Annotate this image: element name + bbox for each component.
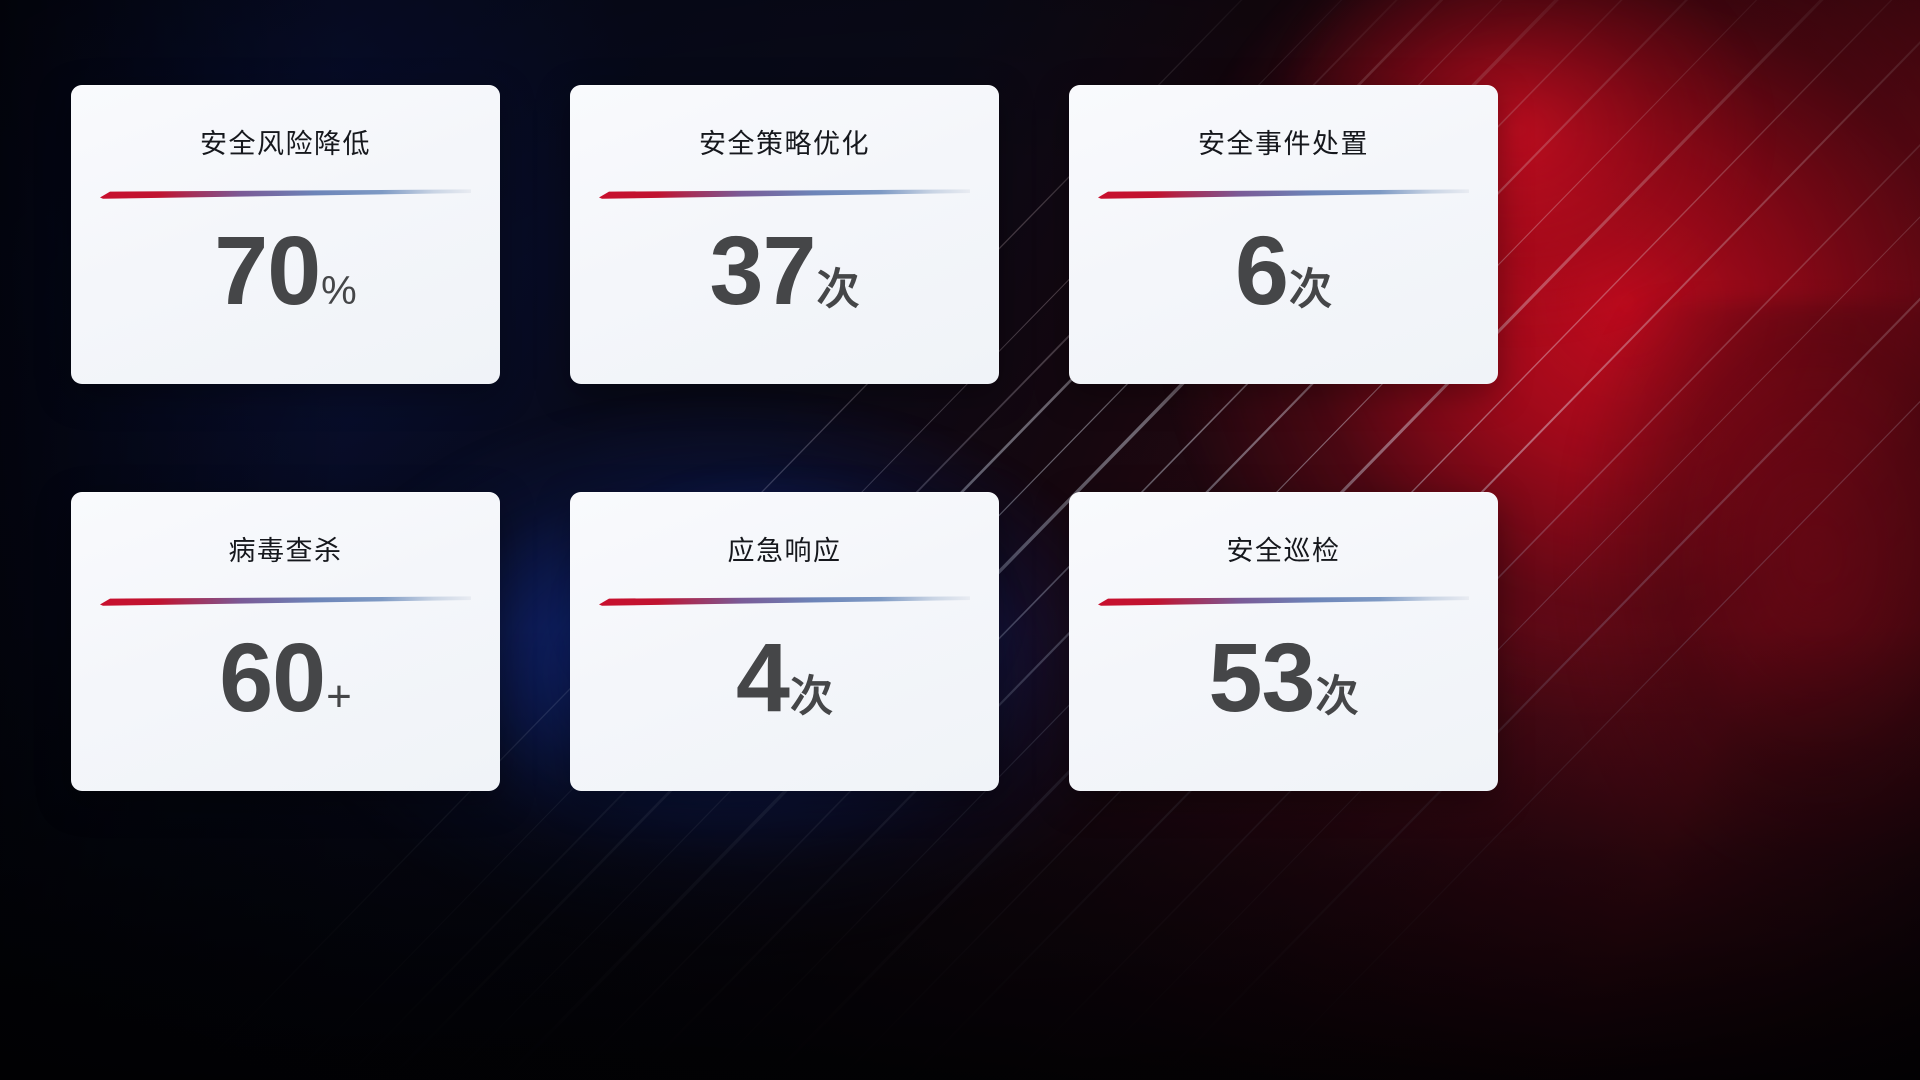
gradient-divider [100, 187, 471, 199]
metric-card-title: 安全巡检 [1226, 536, 1341, 566]
metric-card-grid: 安全风险降低 70% 安全策略优化 37 次安全事件处置 6 次病毒查杀 60 + 应急响应 4 次安… [71, 85, 1498, 792]
metric-card-value: 37 次 [709, 216, 860, 325]
metric-card-title: 安全风险降低 [200, 129, 371, 159]
metric-value-number: 37 [709, 216, 817, 325]
metric-card[interactable]: 安全事件处置 6 次 [1069, 85, 1498, 384]
metric-card-title: 病毒查杀 [228, 536, 343, 566]
gradient-divider [599, 594, 970, 606]
gradient-divider [100, 594, 471, 606]
gradient-divider [1098, 594, 1469, 606]
metric-value-unit: % [321, 269, 357, 313]
metric-card[interactable]: 应急响应 4 次 [570, 492, 999, 791]
metric-value-unit: 次 [789, 673, 833, 721]
metric-card[interactable]: 安全策略优化 37 次 [570, 85, 999, 384]
metric-card-value: 70% [214, 216, 357, 325]
metric-card-value: 53 次 [1208, 623, 1359, 732]
metric-value-number: 6 [1235, 216, 1289, 325]
metric-card[interactable]: 病毒查杀 60 + [71, 492, 500, 791]
metric-value-number: 70 [214, 216, 321, 325]
metric-value-unit: 次 [1315, 673, 1359, 721]
metric-value-number: 60 [219, 623, 326, 732]
gradient-divider [1098, 187, 1469, 199]
gradient-divider [599, 187, 970, 199]
metric-card-title: 应急响应 [727, 536, 842, 566]
metric-value-unit: 次 [1288, 266, 1332, 314]
metric-value-unit: + [326, 672, 352, 721]
metric-card[interactable]: 安全巡检 53 次 [1069, 492, 1498, 791]
metric-value-unit: 次 [816, 266, 860, 314]
metric-card[interactable]: 安全风险降低 70% [71, 85, 500, 384]
metric-card-value: 60 + [219, 623, 352, 732]
metric-value-number: 53 [1208, 623, 1316, 732]
metric-card-title: 安全事件处置 [1198, 129, 1369, 159]
metric-card-title: 安全策略优化 [699, 129, 870, 159]
metric-value-number: 4 [736, 623, 790, 732]
